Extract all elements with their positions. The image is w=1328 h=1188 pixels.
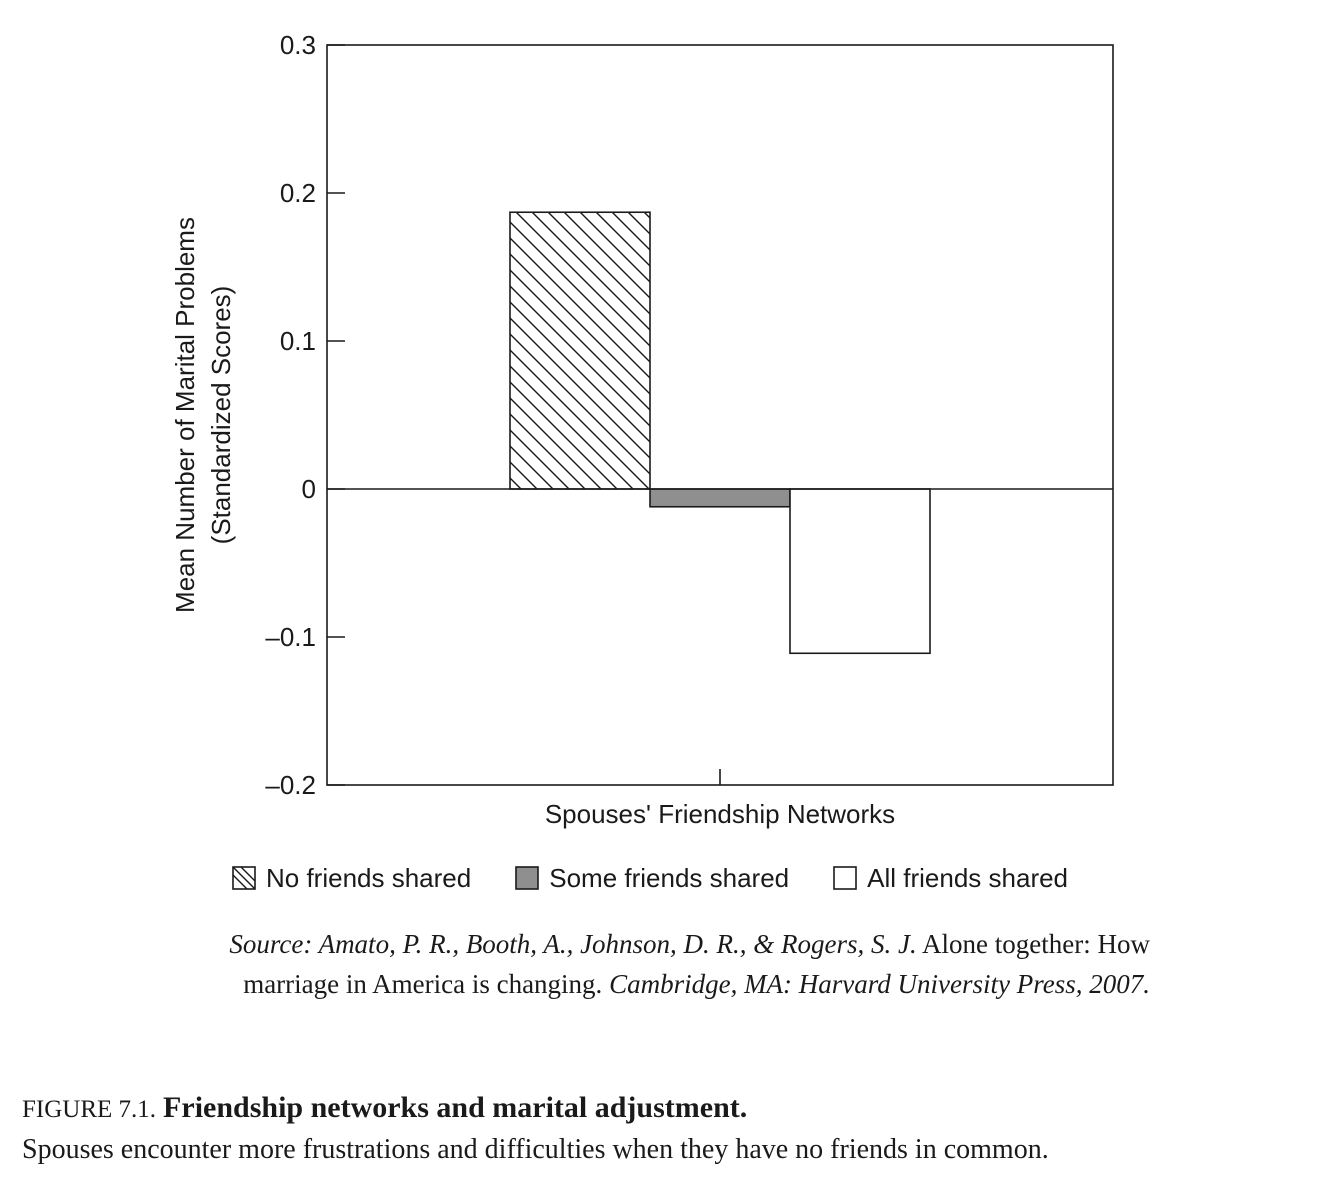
bar-chart: 0.3 0.2 0.1 0 –0.1 –0.2 Spouses' Friendship N… — [170, 30, 1114, 829]
legend-label-all-friends: All friends shared — [867, 862, 1069, 893]
source-citation: Source: Amato, P. R., Booth, A., Johnson… — [200, 924, 1150, 1004]
figure-caption: FIGURE 7.1. Friendship networks and mari… — [22, 1088, 1322, 1170]
legend-label-no-friends: No friends shared — [266, 862, 472, 893]
y-tick-label: 0.2 — [280, 178, 316, 208]
y-tick-label: –0.2 — [265, 770, 316, 800]
y-axis-label-line1: Mean Number of Marital Problems — [170, 217, 200, 613]
source-publisher: Cambridge, MA: Harvard University Press,… — [609, 969, 1150, 999]
legend-label-some-friends: Some friends shared — [549, 862, 790, 893]
y-tick-label: –0.1 — [265, 622, 316, 652]
bar-no-friends-shared — [509, 211, 651, 490]
legend: No friends shared Some friends shared Al… — [232, 858, 1068, 898]
y-tick-label: 0 — [302, 474, 316, 504]
legend-item-no-friends: No friends shared — [232, 863, 471, 894]
source-book-title: Alone together: How marriage in America … — [243, 929, 1150, 999]
figure-description: Spouses encounter more frustrations and … — [22, 1134, 1049, 1165]
source-authors: Source: Amato, P. R., Booth, A., Johnson… — [229, 929, 917, 959]
chart-area: 0.3 0.2 0.1 0 –0.1 –0.2 Spouses' Friendship N… — [170, 30, 1114, 829]
legend-swatch-white — [833, 866, 857, 890]
bar-all-friends-shared — [789, 488, 931, 655]
y-tick-label: 0.1 — [280, 326, 316, 356]
figure-number: FIGURE 7.1. — [22, 1096, 157, 1123]
y-tick-label: 0.3 — [280, 30, 316, 60]
legend-item-some-friends: Some friends shared — [515, 863, 789, 894]
figure-title: Friendship networks and marital adjustme… — [163, 1091, 748, 1124]
bar-some-friends-shared — [649, 488, 791, 508]
legend-swatch-hatched — [232, 866, 256, 890]
plot-frame — [326, 44, 1114, 786]
y-axis-label-line2: (Standardized Scores) — [206, 286, 236, 545]
x-axis-label: Spouses' Friendship Networks — [545, 799, 895, 829]
legend-swatch-gray — [515, 866, 540, 890]
legend-item-all-friends: All friends shared — [833, 863, 1068, 894]
